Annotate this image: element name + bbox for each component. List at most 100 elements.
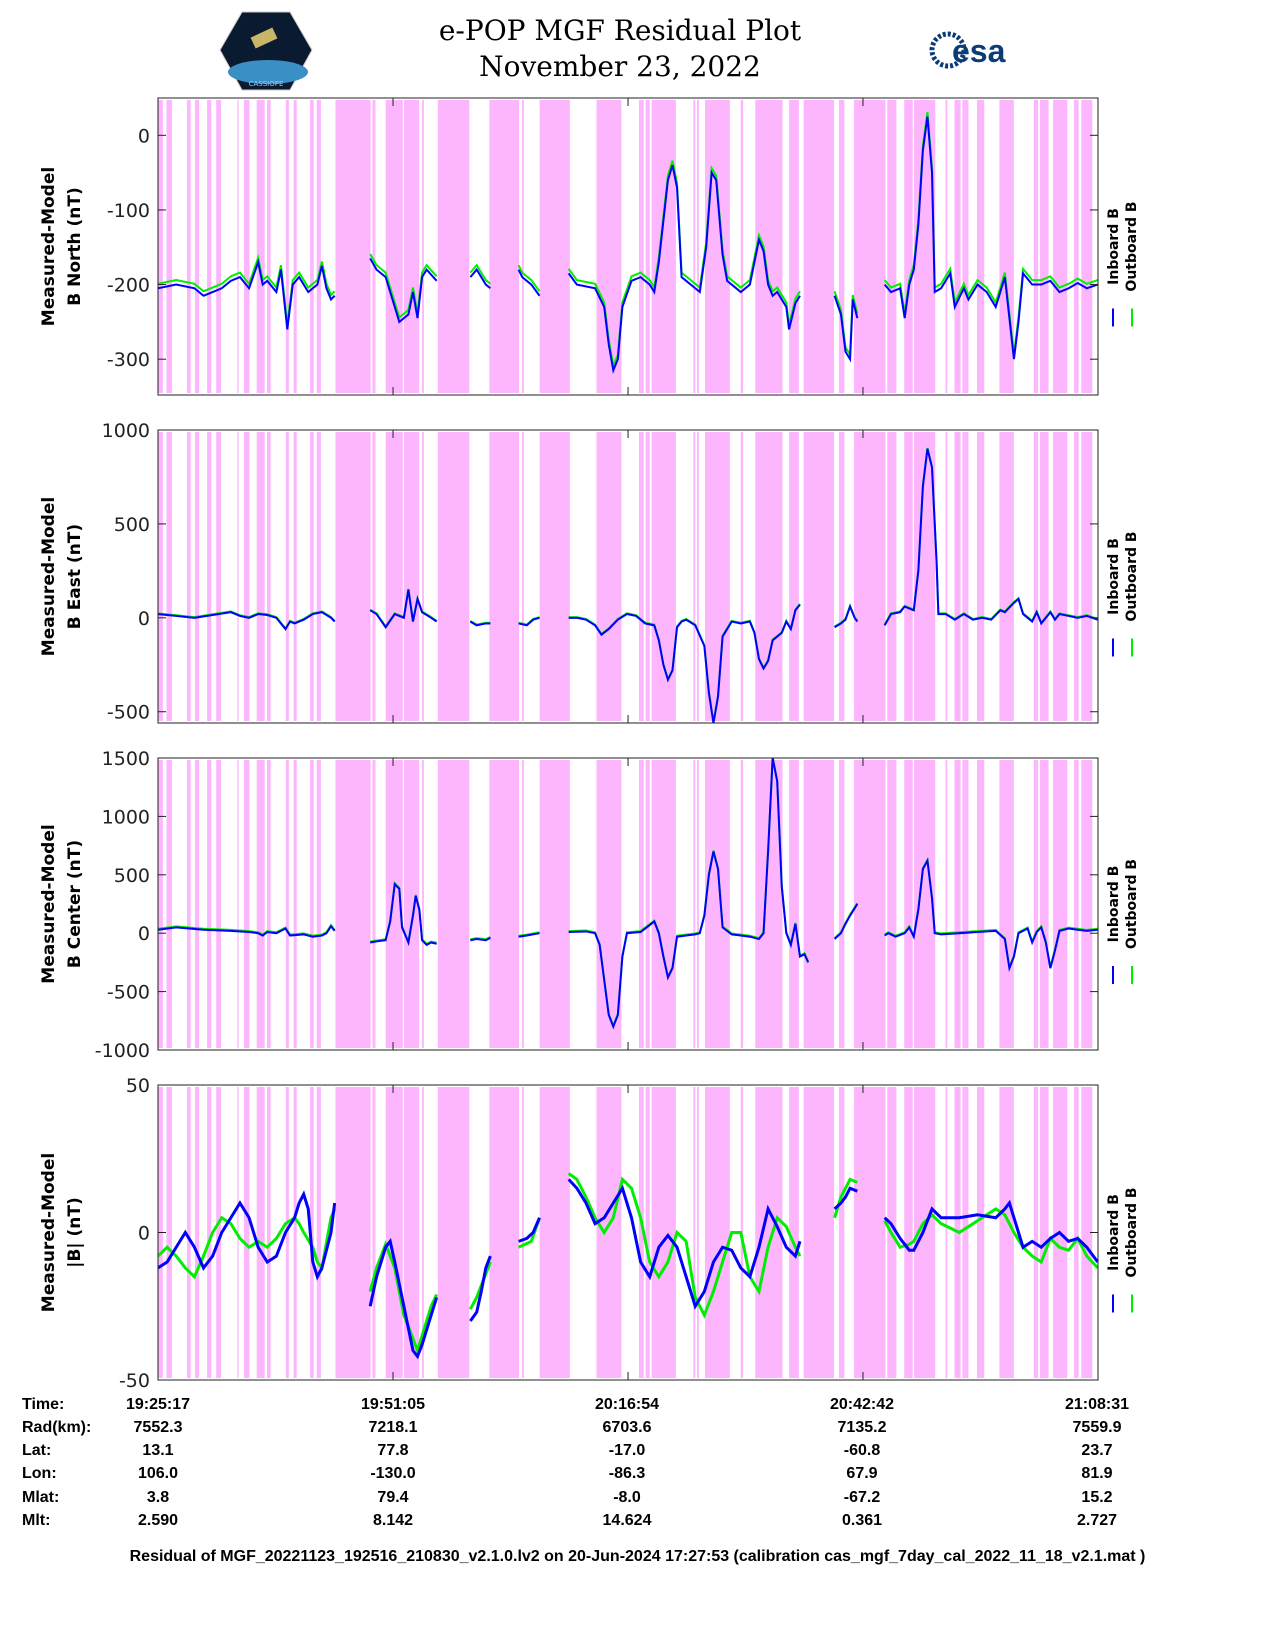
inboard-series-line xyxy=(567,164,801,374)
shaded-interval xyxy=(645,432,650,721)
shaded-interval xyxy=(945,100,948,393)
plot-area xyxy=(158,758,1098,1048)
esa-logo: esa xyxy=(929,31,1006,69)
shaded-interval xyxy=(1074,1087,1079,1378)
table-cell: 19:25:17 xyxy=(125,1396,191,1413)
shaded-interval xyxy=(755,432,783,721)
legend-inboard-label: Inboard B xyxy=(1106,208,1122,285)
shaded-interval xyxy=(316,760,321,1048)
y-tick-label: -500 xyxy=(107,982,150,1004)
shaded-interval xyxy=(596,1087,622,1378)
shaded-interval xyxy=(158,100,163,393)
shaded-interval xyxy=(293,100,297,393)
shaded-interval xyxy=(1033,100,1039,393)
shaded-interval xyxy=(522,100,524,393)
shaded-interval xyxy=(256,432,265,721)
table-cell: -8.0 xyxy=(613,1489,641,1506)
shaded-interval xyxy=(194,760,200,1048)
table-cell: 81.9 xyxy=(1081,1465,1113,1482)
table-cell: 7552.3 xyxy=(133,1419,183,1436)
y-axis-label: |B| (nT) xyxy=(65,1197,85,1268)
shaded-interval xyxy=(887,760,897,1048)
shaded-interval xyxy=(310,760,314,1048)
shaded-interval xyxy=(651,432,676,721)
outboard-series-line xyxy=(567,1172,802,1319)
shaded-interval xyxy=(1074,432,1079,721)
shaded-interval xyxy=(962,432,969,721)
shaded-interval xyxy=(285,760,289,1048)
shaded-interval xyxy=(945,1087,948,1378)
shaded-interval xyxy=(1081,1087,1093,1378)
shaded-interval xyxy=(335,760,371,1048)
inboard-series-line xyxy=(833,1186,858,1211)
svg-text:CASSIOPE: CASSIOPE xyxy=(249,80,284,88)
shaded-interval xyxy=(838,760,845,1048)
shaded-interval xyxy=(1053,432,1068,721)
table-cell: 21:08:31 xyxy=(1064,1396,1130,1413)
shaded-interval xyxy=(1039,1087,1049,1378)
shaded-interval xyxy=(1081,432,1093,721)
shaded-interval xyxy=(645,760,650,1048)
shaded-interval xyxy=(853,100,886,393)
shaded-interval xyxy=(1039,100,1049,393)
plot-area xyxy=(158,1087,1098,1378)
shaded-interval xyxy=(1033,1087,1039,1378)
y-tick-label: 500 xyxy=(114,865,150,887)
shaded-interval xyxy=(310,432,314,721)
outboard-series-line xyxy=(517,264,541,292)
y-tick-label: -1000 xyxy=(95,1040,150,1062)
shaded-interval xyxy=(422,760,424,1048)
shaded-interval xyxy=(755,100,783,393)
y-tick-label: 50 xyxy=(126,1075,150,1097)
shaded-interval xyxy=(1074,100,1079,393)
shaded-interval xyxy=(1081,760,1093,1048)
table-cell: 3.8 xyxy=(146,1489,170,1506)
shaded-interval xyxy=(693,100,696,393)
shaded-interval xyxy=(954,100,961,393)
shaded-interval xyxy=(1039,760,1049,1048)
shaded-interval xyxy=(789,760,799,1048)
shaded-interval xyxy=(887,432,897,721)
shaded-interval xyxy=(1053,100,1068,393)
legend-outboard-label: Outboard B xyxy=(1124,859,1140,949)
inboard-series-line xyxy=(567,1178,802,1310)
shaded-interval xyxy=(954,432,961,721)
inboard-series-line xyxy=(470,936,491,942)
shaded-interval xyxy=(335,100,371,393)
inboard-series-line xyxy=(158,258,336,330)
shaded-interval xyxy=(853,760,886,1048)
shaded-interval xyxy=(999,760,1014,1048)
shaded-interval xyxy=(244,1087,250,1378)
inboard-series-line xyxy=(833,295,859,363)
table-cell: 19:51:05 xyxy=(360,1396,426,1413)
shaded-interval xyxy=(316,100,321,393)
table-row-label: Lon: xyxy=(22,1465,57,1482)
shaded-interval xyxy=(803,432,835,721)
svg-text:esa: esa xyxy=(952,33,1006,69)
y-tick-label: 500 xyxy=(114,514,150,536)
shaded-interval xyxy=(237,760,239,1048)
shaded-interval xyxy=(976,432,985,721)
shaded-interval xyxy=(310,100,314,393)
shaded-interval xyxy=(316,1087,321,1378)
plot-date: November 23, 2022 xyxy=(479,50,761,83)
shaded-interval xyxy=(166,432,172,721)
legend-inboard-label: Inboard B xyxy=(1106,866,1122,943)
inboard-series-line xyxy=(833,903,859,940)
outboard-series-line xyxy=(158,1208,337,1280)
shaded-interval xyxy=(789,1087,799,1378)
inboard-series-line xyxy=(368,1237,439,1360)
y-tick-label: 1000 xyxy=(102,420,150,442)
y-tick-label: -200 xyxy=(107,275,150,297)
shaded-interval xyxy=(789,100,799,393)
table-cell: 2.590 xyxy=(137,1512,179,1529)
shaded-interval xyxy=(1081,100,1093,393)
shaded-interval xyxy=(293,432,297,721)
y-tick-label: 0 xyxy=(138,125,150,147)
shaded-interval xyxy=(237,432,239,721)
shaded-interval xyxy=(999,432,1014,721)
shaded-interval xyxy=(372,1087,376,1378)
legend: Inboard B Outboard B xyxy=(1106,859,1140,984)
inboard-series-line xyxy=(883,116,1098,360)
shaded-interval xyxy=(887,100,897,393)
